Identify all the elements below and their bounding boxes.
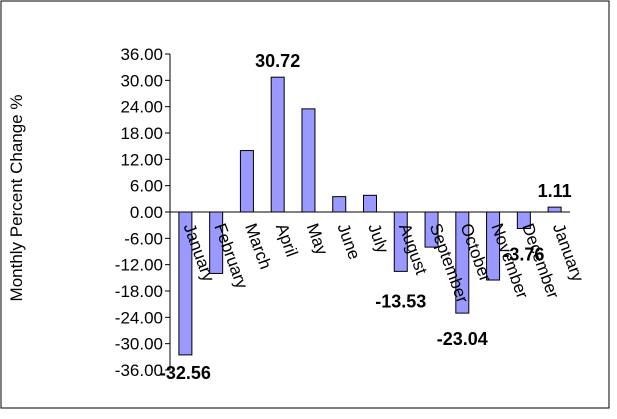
data-label: -32.56 xyxy=(160,363,211,383)
y-tick-label: -12.00 xyxy=(115,256,163,275)
y-tick-label: 18.00 xyxy=(120,124,163,143)
data-label: -23.04 xyxy=(437,329,488,349)
data-label: -13.53 xyxy=(375,291,426,311)
bar xyxy=(239,150,254,213)
data-label: 30.72 xyxy=(255,51,300,71)
data-label: -3.76 xyxy=(503,245,544,265)
y-tick-label: -6.00 xyxy=(124,229,163,248)
y-tick-label: 6.00 xyxy=(130,177,163,196)
y-axis-title: Monthly Percent Change % xyxy=(7,95,26,302)
y-tick-label: -24.00 xyxy=(115,308,163,327)
data-label: 1.11 xyxy=(538,181,572,201)
y-tick-label: 0.00 xyxy=(130,203,163,222)
y-tick-label: 12.00 xyxy=(120,150,163,169)
bar xyxy=(363,194,377,213)
y-tick-label: -36.00 xyxy=(115,361,163,380)
bar xyxy=(332,196,347,213)
y-axis-ticks: 36.00 30.00 24.00 18.00 12.00 6.00 0.00 -6.00 -1… xyxy=(115,45,170,380)
bar xyxy=(547,206,562,213)
y-tick-label: -18.00 xyxy=(115,282,163,301)
data-labels: -32.56 30.72 -13.53 -23.04 -3.76 1.11 xyxy=(160,51,572,383)
y-tick-label: 30.00 xyxy=(120,71,163,90)
y-tick-label: 36.00 xyxy=(120,45,163,64)
y-tick-label: -30.00 xyxy=(115,335,163,354)
y-tick-label: 24.00 xyxy=(120,98,163,117)
bar xyxy=(270,76,285,213)
bar xyxy=(301,108,316,213)
